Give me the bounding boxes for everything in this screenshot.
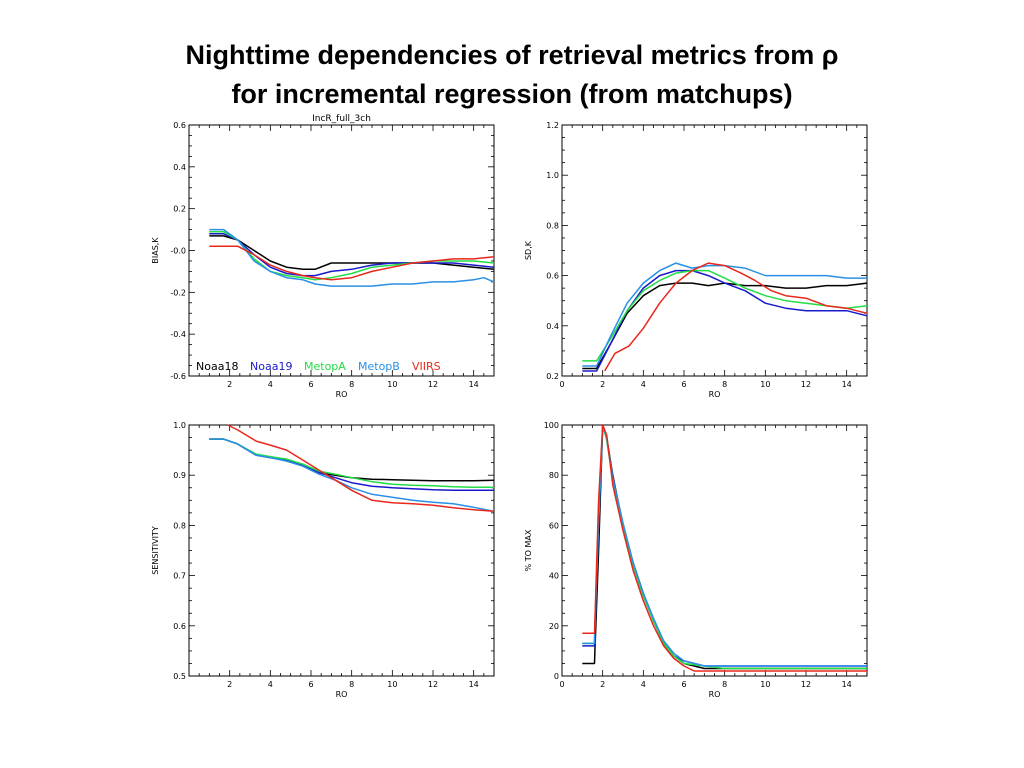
x-tick-label: 8 (722, 380, 727, 389)
y-tick-label: 0 (554, 672, 559, 681)
series-line-viirs (582, 424, 867, 672)
x-tick-label: 8 (349, 680, 354, 689)
x-tick-label: 12 (801, 380, 811, 389)
y-tick-label: 0.4 (546, 322, 559, 331)
y-tick-label: 0.6 (173, 121, 186, 130)
y-tick-label: 60 (549, 521, 559, 530)
legend-entry-noaa19: Noaa19 (250, 360, 292, 373)
y-axis-label: SD,K (524, 240, 533, 260)
x-tick-label: 2 (227, 680, 232, 689)
y-tick-label: 1.0 (173, 421, 186, 430)
slide-title-line-1: Nighttime dependencies of retrieval metr… (185, 40, 839, 70)
y-tick-label: 40 (549, 572, 559, 581)
series-line-noaa18 (582, 282, 868, 370)
slide-title: Nighttime dependencies of retrieval metr… (0, 36, 1024, 114)
y-axis-label: BIAS,K (151, 237, 160, 264)
chart-panel-4: 0 2 4 6 8 10 12 14 0 20 40 60 80 100 RO % TO MAX (524, 421, 868, 699)
y-tick-label: 0.5 (173, 672, 186, 681)
x-axis-label: RO (709, 390, 721, 399)
y-tick-label: 0.6 (546, 272, 559, 281)
slide-title-line-2: for incremental regression (from matchup… (231, 79, 793, 109)
legend-entry-noaa18: Noaa18 (196, 360, 238, 373)
y-axis-label: SENSITIVITY (151, 526, 160, 575)
x-tick-label: 12 (801, 680, 811, 689)
y-tick-label: 0.4 (173, 163, 186, 172)
series-line-metopb (209, 228, 495, 287)
chart-panel-1: 2 4 6 8 10 12 14 -0.6 -0.4 -0.2 -0.0 0.2 0.4 0.6 RO BIA… (151, 114, 495, 399)
series-line-noaa18 (582, 424, 867, 670)
x-tick-label: 8 (722, 680, 727, 689)
series-line-metopa (582, 269, 868, 362)
y-tick-label: 20 (549, 622, 559, 631)
series-line-viirs (604, 262, 868, 372)
chart-panel-2: 0 2 4 6 8 10 12 14 0.2 0.4 0.6 0.8 1.0 1.2 RO SD,K (524, 121, 868, 399)
x-axis-label: RO (336, 690, 348, 699)
y-tick-label: 0.9 (173, 471, 186, 480)
series-line-metopb (582, 262, 867, 367)
y-tick-label: 0.6 (173, 622, 186, 631)
x-tick-label: 10 (760, 680, 770, 689)
x-tick-label: 6 (308, 680, 313, 689)
x-tick-label: 12 (428, 380, 438, 389)
legend-entry-metopa: MetopA (304, 360, 346, 373)
series-line-noaa18 (209, 438, 495, 482)
legend-entry-metopb: MetopB (358, 360, 400, 373)
x-axis-label: RO (709, 690, 721, 699)
series-line-viirs (227, 424, 495, 513)
x-tick-label: 10 (387, 680, 397, 689)
series-line-viirs (209, 245, 495, 281)
y-axis-label: % TO MAX (524, 529, 533, 571)
y-tick-label: -0.4 (170, 330, 186, 339)
x-tick-label: 6 (308, 380, 313, 389)
x-tick-label: 0 (559, 680, 564, 689)
plot-frame (188, 124, 495, 377)
x-tick-label: 12 (428, 680, 438, 689)
series-line-noaa19 (582, 269, 868, 372)
y-tick-label: 0.8 (173, 521, 186, 530)
y-tick-label: 1.0 (546, 171, 559, 180)
series-line-noaa19 (582, 424, 867, 667)
x-tick-label: 0 (559, 380, 564, 389)
x-tick-label: 2 (227, 380, 232, 389)
series-line-metopa (209, 230, 495, 281)
series-line-metopb (209, 438, 495, 513)
y-tick-label: -0.2 (170, 288, 186, 297)
x-tick-label: 2 (600, 380, 605, 389)
y-tick-label: 100 (544, 421, 559, 430)
x-axis-label: RO (336, 390, 348, 399)
y-tick-label: -0.0 (170, 247, 186, 256)
x-tick-label: 14 (842, 680, 852, 689)
x-tick-label: 14 (842, 380, 852, 389)
legend-entry-viirs: VIIRS (412, 360, 441, 373)
series-line-metopa (582, 424, 867, 670)
x-tick-label: 14 (469, 680, 479, 689)
y-tick-label: 0.7 (173, 572, 186, 581)
y-tick-label: 0.2 (173, 205, 186, 214)
chart-panel-3: 2 4 6 8 10 12 14 0.5 0.6 0.7 0.8 0.9 1.0 RO SENSITIVIT… (151, 421, 495, 699)
y-tick-label: 0.2 (546, 372, 559, 381)
chart-title: IncR_full_3ch (312, 114, 371, 124)
series-line-noaa19 (209, 233, 495, 277)
x-tick-label: 4 (641, 380, 646, 389)
x-tick-label: 6 (681, 380, 686, 389)
x-tick-label: 4 (268, 680, 273, 689)
x-tick-label: 4 (268, 380, 273, 389)
x-tick-label: 10 (760, 380, 770, 389)
x-tick-label: 14 (469, 380, 479, 389)
series-line-metopb (582, 424, 867, 667)
y-tick-label: 1.2 (546, 121, 559, 130)
plot-frame (561, 124, 868, 377)
y-tick-label: 80 (549, 471, 559, 480)
x-tick-label: 4 (641, 680, 646, 689)
x-tick-label: 10 (387, 380, 397, 389)
plot-frame (188, 424, 495, 677)
y-tick-label: 0.8 (546, 221, 559, 230)
y-tick-label: -0.6 (170, 372, 186, 381)
x-tick-label: 6 (681, 680, 686, 689)
series-line-noaa19 (209, 438, 494, 492)
x-tick-label: 2 (600, 680, 605, 689)
plot-frame (561, 424, 868, 677)
x-tick-label: 8 (349, 380, 354, 389)
